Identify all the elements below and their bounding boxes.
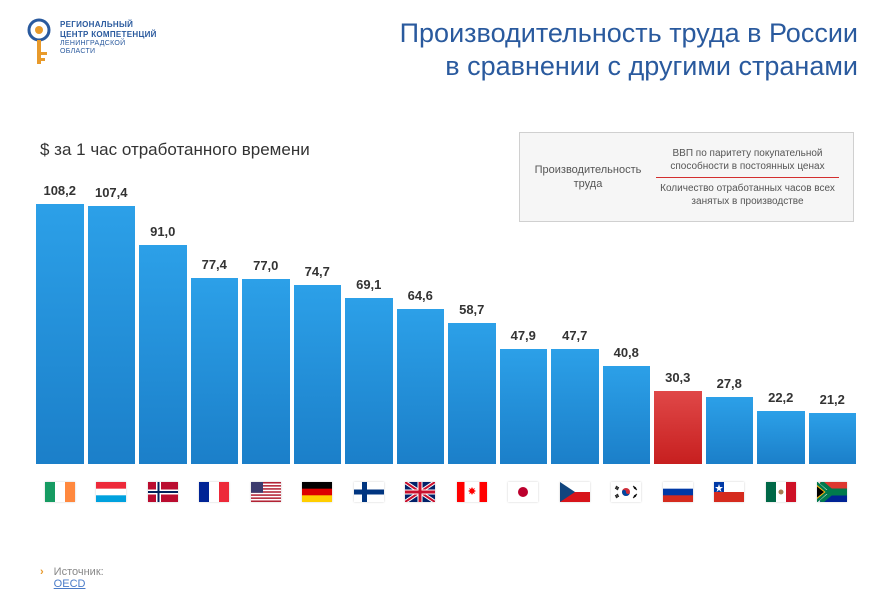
bar-southafrica: 21,2 bbox=[809, 392, 857, 464]
bar bbox=[809, 413, 857, 464]
bar-value-label: 22,2 bbox=[768, 390, 793, 405]
title-line1: Производительность труда в России bbox=[189, 18, 858, 49]
bar bbox=[191, 278, 239, 464]
bar-value-label: 108,2 bbox=[43, 183, 76, 198]
bar-value-label: 58,7 bbox=[459, 302, 484, 317]
bar bbox=[500, 349, 548, 464]
logo-line4: ОБЛАСТИ bbox=[60, 48, 157, 55]
flag-icon bbox=[96, 482, 126, 502]
bar-canada: 58,7 bbox=[448, 302, 496, 464]
flag-japan bbox=[500, 482, 548, 502]
source-label: Источник: bbox=[54, 566, 104, 578]
bar-czech: 47,7 bbox=[551, 328, 599, 464]
bar-value-label: 27,8 bbox=[717, 376, 742, 391]
flag-russia bbox=[654, 482, 702, 502]
page-title: Производительность труда в России в срав… bbox=[189, 18, 858, 82]
bar-japan: 47,9 bbox=[500, 328, 548, 464]
bar-value-label: 74,7 bbox=[305, 264, 330, 279]
flag-icon bbox=[508, 482, 538, 502]
flag-icon bbox=[251, 482, 281, 502]
bar-value-label: 77,0 bbox=[253, 258, 278, 273]
bar-ireland: 108,2 bbox=[36, 183, 84, 464]
logo-line1: РЕГИОНАЛЬНЫЙ bbox=[60, 20, 157, 29]
bar-germany: 74,7 bbox=[294, 264, 342, 465]
flag-icon bbox=[457, 482, 487, 502]
flag-usa bbox=[242, 482, 290, 502]
bar bbox=[654, 391, 702, 464]
flag-mexico bbox=[757, 482, 805, 502]
bar-value-label: 77,4 bbox=[202, 257, 227, 272]
bar-southkorea: 40,8 bbox=[603, 345, 651, 464]
bar-finland: 69,1 bbox=[345, 277, 393, 464]
bar-norway: 91,0 bbox=[139, 224, 187, 464]
source-link[interactable]: OECD bbox=[54, 578, 104, 590]
flag-icon bbox=[817, 482, 847, 502]
flag-icon bbox=[148, 482, 178, 502]
bar bbox=[36, 204, 84, 464]
bar-value-label: 40,8 bbox=[614, 345, 639, 360]
bar-usa: 77,0 bbox=[242, 258, 290, 464]
bar bbox=[706, 397, 754, 464]
flag-icon bbox=[354, 482, 384, 502]
flag-ireland bbox=[36, 482, 84, 502]
key-icon bbox=[24, 18, 54, 70]
bar bbox=[757, 411, 805, 464]
flag-icon bbox=[714, 482, 744, 502]
flag-icon bbox=[611, 482, 641, 502]
bar bbox=[551, 349, 599, 464]
bar-value-label: 107,4 bbox=[95, 185, 128, 200]
flag-luxembourg bbox=[88, 482, 136, 502]
bullet-icon: › bbox=[40, 566, 44, 578]
flag-icon bbox=[199, 482, 229, 502]
bar-value-label: 30,3 bbox=[665, 370, 690, 385]
bar-mexico: 22,2 bbox=[757, 390, 805, 464]
title-line2: в сравнении с другими странами bbox=[189, 51, 858, 82]
bar-value-label: 47,9 bbox=[511, 328, 536, 343]
flag-icon bbox=[560, 482, 590, 502]
bar bbox=[139, 245, 187, 464]
formula-numerator: ВВП по паритету покупательной способност… bbox=[656, 147, 839, 177]
logo-line3: ЛЕНИНГРАДСКОЙ bbox=[60, 40, 157, 47]
flag-icon bbox=[766, 482, 796, 502]
flag-uk bbox=[397, 482, 445, 502]
bar-chile: 27,8 bbox=[706, 376, 754, 464]
flag-norway bbox=[139, 482, 187, 502]
bar-uk: 64,6 bbox=[397, 288, 445, 464]
bar bbox=[345, 298, 393, 464]
flag-icon bbox=[302, 482, 332, 502]
logo-line2: ЦЕНТР КОМПЕТЕНЦИЙ bbox=[60, 30, 157, 39]
bar-chart: 108,2 107,4 91,0 77,4 77,0 74,7 69,1 64,6 58,7 47… bbox=[36, 182, 856, 512]
bar bbox=[448, 323, 496, 464]
flag-icon bbox=[405, 482, 435, 502]
org-logo: РЕГИОНАЛЬНЫЙ ЦЕНТР КОМПЕТЕНЦИЙ ЛЕНИНГРАД… bbox=[24, 18, 189, 70]
flag-icon bbox=[663, 482, 693, 502]
chart-subtitle: $ за 1 час отработанного времени bbox=[40, 140, 310, 160]
bar bbox=[242, 279, 290, 464]
flag-southkorea bbox=[603, 482, 651, 502]
bar-value-label: 47,7 bbox=[562, 328, 587, 343]
flag-canada bbox=[448, 482, 496, 502]
flag-southafrica bbox=[809, 482, 857, 502]
footer-source: › Источник: OECD bbox=[40, 566, 104, 590]
flag-icon bbox=[45, 482, 75, 502]
bar bbox=[397, 309, 445, 464]
flag-czech bbox=[551, 482, 599, 502]
flag-france bbox=[191, 482, 239, 502]
bar-value-label: 69,1 bbox=[356, 277, 381, 292]
bar-value-label: 21,2 bbox=[820, 392, 845, 407]
bar bbox=[88, 206, 136, 464]
bar-value-label: 91,0 bbox=[150, 224, 175, 239]
bar-france: 77,4 bbox=[191, 257, 239, 464]
bar-russia: 30,3 bbox=[654, 370, 702, 464]
bar-value-label: 64,6 bbox=[408, 288, 433, 303]
flag-finland bbox=[345, 482, 393, 502]
bar-luxembourg: 107,4 bbox=[88, 185, 136, 464]
bar bbox=[294, 285, 342, 465]
bar bbox=[603, 366, 651, 464]
flag-chile bbox=[706, 482, 754, 502]
flag-germany bbox=[294, 482, 342, 502]
